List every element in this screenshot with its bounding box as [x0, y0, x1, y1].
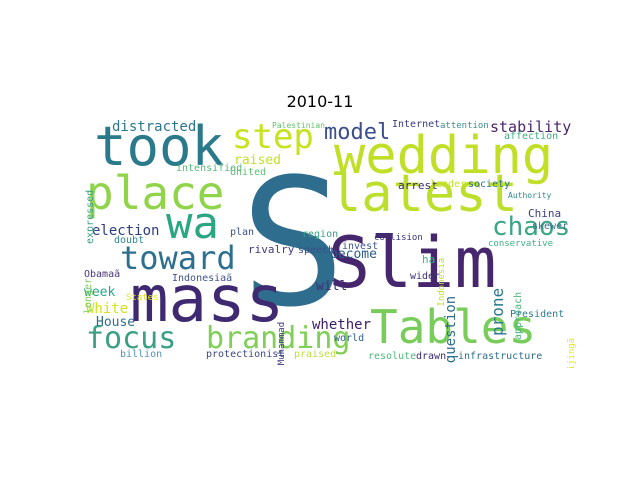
cloud-word-conservative: conservative [488, 239, 554, 249]
cloud-word-praised: praised [294, 349, 337, 360]
cloud-word-region: region [302, 229, 339, 240]
cloud-word-white: White [86, 301, 129, 317]
cloud-word-whether: whether [312, 317, 372, 333]
cloud-word-latest: latest [330, 164, 518, 224]
cloud-word-obama: Obamaã [84, 269, 121, 280]
cloud-word-branding: branding [206, 321, 351, 356]
cloud-word-took: took [94, 116, 225, 178]
cloud-word-plan: plan [230, 227, 255, 238]
cloud-word-indonesia: Indonesiaã [172, 273, 233, 284]
cloud-word-wedding: wedding [334, 126, 554, 186]
cloud-word-attention: attention [440, 121, 489, 131]
cloud-word-rivalry: rivalry [248, 243, 295, 256]
cloud-word-states: States [126, 293, 159, 303]
cloud-word-slim: Slim [328, 222, 497, 304]
cloud-word-president: President [510, 309, 565, 320]
cloud-word-wa: wa [166, 198, 219, 249]
cloud-word-invest: invest [342, 241, 379, 252]
cloud-word-model: model [324, 120, 391, 145]
cloud-word-tables: Tables [370, 300, 537, 354]
cloud-word-infrastructure: infrastructure [458, 351, 543, 362]
cloud-word-affection: affection [504, 131, 559, 142]
cloud-word-stability: stability [490, 118, 572, 136]
cloud-word-s: S [240, 141, 346, 346]
cloud-word-longer: longer [83, 277, 94, 314]
cloud-word-distracted: distracted [112, 119, 197, 135]
cloud-word-mass: mass [130, 263, 285, 337]
cloud-word-indonesia: Indonesia [437, 257, 447, 307]
cloud-word-internet: Internet [392, 119, 441, 130]
cloud-word-drawn: drawn [416, 351, 447, 362]
cloud-word-place: place [86, 166, 225, 220]
cloud-word-raised: raised [234, 153, 281, 168]
cloud-word-resolute: resolute [368, 351, 417, 362]
cloud-word-skewer: skewer [532, 221, 569, 232]
cloud-word-toward: toward [120, 239, 236, 277]
cloud-word-collision: collision [374, 233, 423, 243]
cloud-word-society: society [468, 179, 511, 190]
cloud-word-election: election [92, 223, 160, 239]
cloud-word-become: become [330, 247, 377, 262]
cloud-word-billion: billion [120, 349, 163, 360]
cloud-word-prone: prone [488, 287, 507, 336]
cloud-word-week: week [84, 285, 116, 300]
cloud-word-intensified: intensified [176, 163, 243, 174]
cloud-word-wider: wider [410, 271, 441, 282]
cloud-word-united: United [230, 167, 267, 178]
cloud-word-ha: ha [422, 253, 436, 266]
cloud-word-doubt: doubt [114, 235, 145, 246]
cloud-word-china: China [528, 207, 562, 220]
cloud-word-leader: leader [430, 179, 467, 190]
cloud-word-expressed: expressed [85, 189, 96, 244]
cloud-word-world: world [334, 333, 365, 344]
cloud-word-step: step [232, 117, 314, 157]
cloud-word-arrest: arrest [398, 179, 438, 192]
cloud-word-chaos: chaos [492, 212, 571, 242]
cloud-word-house: House [96, 315, 136, 330]
cloud-word-speech: speech [298, 245, 335, 256]
cloud-word-focus: focus [86, 321, 177, 356]
cloud-word-will: will [316, 279, 348, 294]
chart-title: 2010-11 [286, 92, 354, 111]
cloud-word-protectionist: protectionist [206, 349, 285, 360]
cloud-word-beijing: Beijingã [567, 337, 576, 368]
cloud-word-authority: Authority [508, 191, 552, 200]
cloud-word-palestinian: Palestinian [272, 121, 325, 130]
